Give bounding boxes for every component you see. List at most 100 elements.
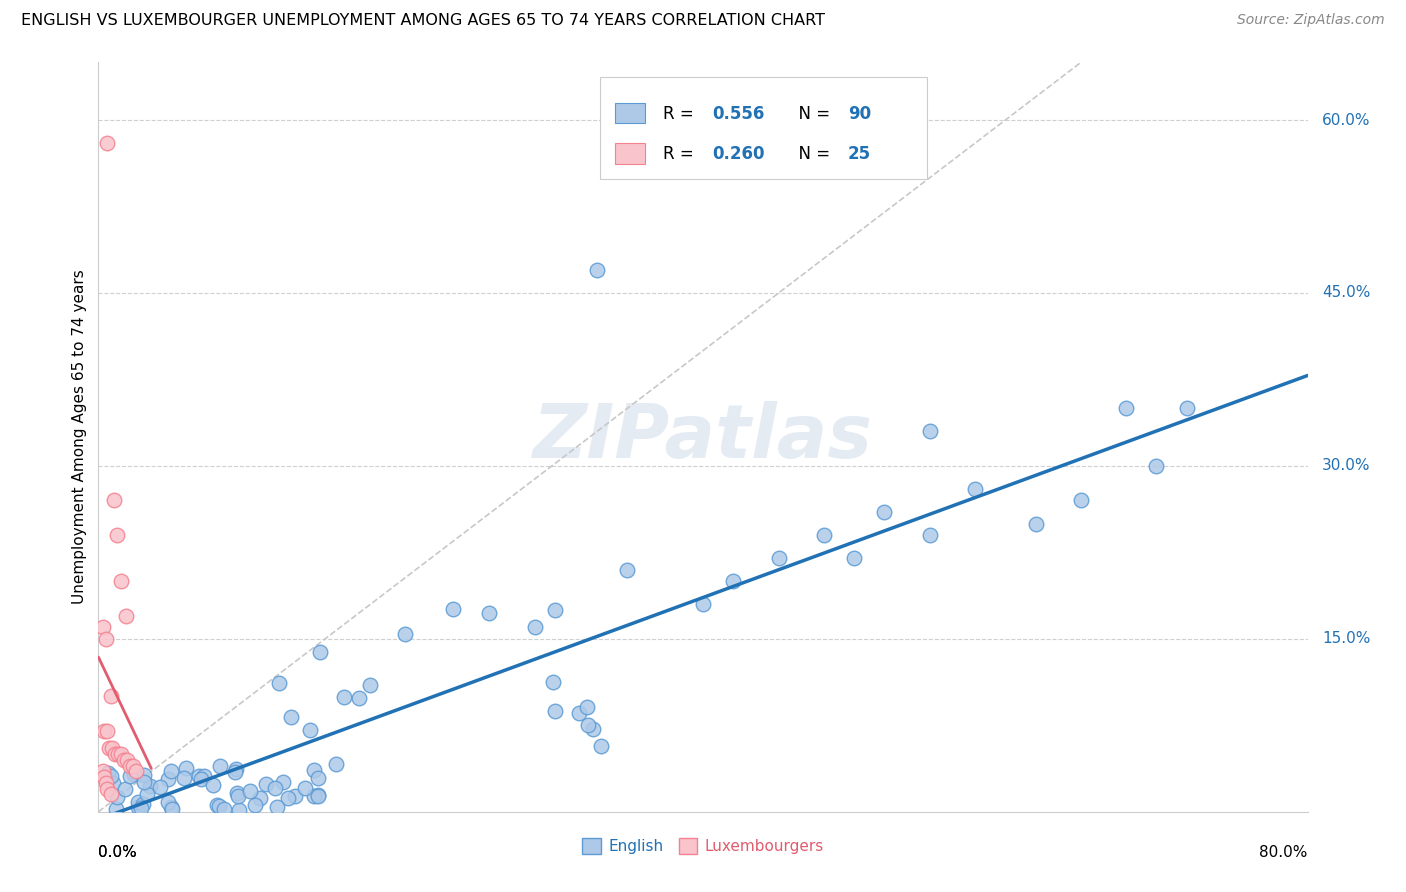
Text: Source: ZipAtlas.com: Source: ZipAtlas.com <box>1237 13 1385 28</box>
Point <box>768 551 790 566</box>
Point <box>524 620 547 634</box>
Point <box>110 747 132 761</box>
Point <box>965 482 987 496</box>
Point <box>249 791 271 805</box>
Point <box>103 775 125 789</box>
Point <box>325 757 347 772</box>
Point <box>127 795 149 809</box>
Point <box>159 800 181 814</box>
Point <box>589 739 612 754</box>
Point <box>132 797 155 812</box>
Point <box>575 700 598 714</box>
Point <box>112 753 135 767</box>
Text: 15.0%: 15.0% <box>1322 632 1371 647</box>
Point <box>96 766 118 780</box>
Point <box>844 551 866 566</box>
Point <box>174 761 197 775</box>
Point <box>129 801 152 815</box>
Point <box>271 775 294 789</box>
Point <box>277 791 299 805</box>
Point <box>239 784 262 798</box>
FancyBboxPatch shape <box>614 103 645 123</box>
Point <box>101 741 124 756</box>
Point <box>225 762 247 776</box>
Point <box>226 789 249 803</box>
Point <box>302 764 325 778</box>
FancyBboxPatch shape <box>614 143 645 164</box>
Point <box>1024 516 1046 531</box>
Point <box>581 722 603 736</box>
Point <box>100 788 122 802</box>
Point <box>149 780 172 794</box>
Text: R =: R = <box>664 145 699 163</box>
Legend: English, Luxembourgers: English, Luxembourgers <box>576 832 830 860</box>
Point <box>93 770 115 784</box>
Text: ENGLISH VS LUXEMBOURGER UNEMPLOYMENT AMONG AGES 65 TO 74 YEARS CORRELATION CHART: ENGLISH VS LUXEMBOURGER UNEMPLOYMENT AMO… <box>21 13 825 29</box>
Point <box>122 767 145 781</box>
Text: 25: 25 <box>848 145 872 163</box>
Text: R =: R = <box>664 104 699 122</box>
Point <box>616 563 638 577</box>
Text: 0.556: 0.556 <box>713 104 765 122</box>
Point <box>302 789 325 803</box>
Point <box>254 777 277 791</box>
Point <box>347 691 370 706</box>
Point <box>201 778 224 792</box>
Point <box>93 724 115 739</box>
Point <box>107 789 129 804</box>
Point <box>541 674 564 689</box>
Text: 0.0%: 0.0% <box>98 846 138 861</box>
Point <box>918 528 941 542</box>
Point <box>156 795 179 809</box>
Text: 80.0%: 80.0% <box>1260 846 1308 861</box>
Point <box>115 753 138 767</box>
Point <box>478 607 501 621</box>
Point <box>266 800 288 814</box>
Point <box>692 597 714 611</box>
Point <box>1115 401 1137 416</box>
Point <box>120 769 142 783</box>
Point <box>307 771 329 785</box>
Point <box>267 676 290 690</box>
Point <box>224 764 246 779</box>
Point <box>1070 493 1092 508</box>
Text: ZIPatlas: ZIPatlas <box>533 401 873 474</box>
Text: 0.260: 0.260 <box>713 145 765 163</box>
Point <box>193 769 215 783</box>
Point <box>205 798 228 813</box>
Point <box>139 779 162 793</box>
Point <box>127 799 149 814</box>
Point <box>208 759 231 773</box>
Point <box>568 706 591 721</box>
Point <box>122 758 145 772</box>
Y-axis label: Unemployment Among Ages 65 to 74 years: Unemployment Among Ages 65 to 74 years <box>72 269 87 605</box>
Text: 0.0%: 0.0% <box>98 846 138 861</box>
Point <box>586 263 609 277</box>
Text: 60.0%: 60.0% <box>1322 112 1371 128</box>
Point <box>332 690 354 704</box>
Point <box>156 772 179 786</box>
Point <box>441 601 464 615</box>
Point <box>107 747 129 761</box>
Point <box>228 803 250 817</box>
Point <box>1144 458 1167 473</box>
Point <box>103 493 125 508</box>
Point <box>299 723 322 737</box>
Point <box>94 632 117 646</box>
Point <box>100 690 122 704</box>
Point <box>98 741 121 756</box>
Text: 45.0%: 45.0% <box>1322 285 1371 301</box>
Text: N =: N = <box>787 145 835 163</box>
Point <box>307 788 329 802</box>
Point <box>294 781 316 796</box>
Point <box>136 788 159 802</box>
Point <box>225 786 247 800</box>
Point <box>207 798 229 813</box>
Point <box>94 776 117 790</box>
Point <box>723 574 745 589</box>
Point <box>114 608 136 623</box>
Point <box>159 764 181 778</box>
Point <box>307 789 329 804</box>
Point <box>214 802 236 816</box>
Point <box>918 425 941 439</box>
